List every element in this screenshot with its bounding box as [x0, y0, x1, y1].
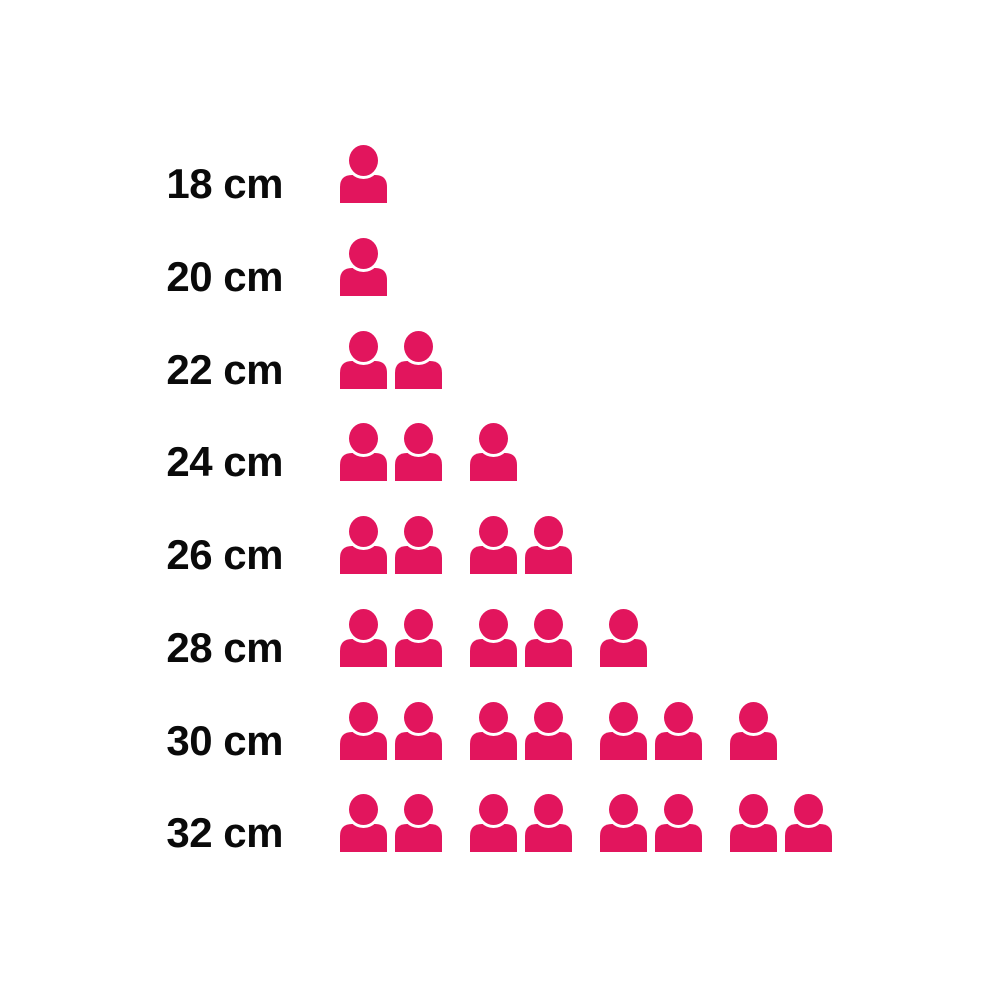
person-icon [600, 701, 647, 760]
person-icon [525, 794, 572, 853]
icon-group [730, 701, 777, 760]
pictogram-row: 18 cm [0, 145, 1000, 238]
person-icon [340, 794, 387, 853]
pictogram-row: 20 cm [0, 237, 1000, 331]
row-label: 30 cm [166, 716, 283, 764]
icon-group [340, 516, 442, 574]
row-label-box: 26 cm [0, 526, 283, 584]
person-icon [395, 701, 442, 760]
row-label: 22 cm [166, 345, 283, 393]
icon-strip [340, 608, 647, 667]
icon-group [470, 516, 572, 574]
person-icon [340, 701, 387, 760]
person-icon [600, 608, 647, 667]
person-icon [395, 516, 442, 574]
row-label: 32 cm [166, 809, 283, 857]
person-icon [470, 701, 517, 760]
person-icon [340, 423, 387, 482]
person-icon [340, 237, 387, 296]
icon-group [340, 237, 387, 296]
person-icon [470, 608, 517, 667]
row-label: 28 cm [166, 623, 283, 671]
person-icon [395, 794, 442, 853]
icon-group [600, 608, 647, 667]
person-icon [655, 794, 702, 853]
person-icon [525, 608, 572, 667]
pictogram-row: 28 cm [0, 608, 1000, 702]
person-icon [395, 608, 442, 667]
row-label: 18 cm [166, 160, 283, 207]
row-label: 20 cm [166, 252, 283, 300]
pictogram-row: 32 cm [0, 794, 1000, 887]
person-icon [470, 423, 517, 482]
row-label-box: 20 cm [0, 248, 283, 306]
icon-group [470, 701, 572, 760]
icon-group [340, 608, 442, 667]
icon-strip [340, 423, 517, 482]
icon-group [340, 330, 442, 389]
icon-group [340, 423, 442, 482]
row-label-box: 24 cm [0, 433, 283, 491]
icon-group [340, 701, 442, 760]
row-label: 26 cm [166, 531, 283, 578]
icon-group [600, 701, 702, 760]
person-icon [730, 701, 777, 760]
icon-strip [340, 330, 442, 389]
person-icon [525, 701, 572, 760]
icon-group [470, 423, 517, 482]
icon-group [340, 794, 442, 853]
icon-strip [340, 237, 387, 296]
chart-rows: 18 cm 20 cm 22 cm 24 cm 26 cm 28 cm 30 cm 32 cm [0, 145, 1000, 887]
person-icon [600, 794, 647, 853]
icon-strip [340, 794, 832, 853]
person-icon [730, 794, 777, 853]
pictogram-row: 24 cm [0, 423, 1000, 516]
person-icon [470, 794, 517, 853]
person-icon [395, 423, 442, 482]
icon-group [600, 794, 702, 853]
icon-strip [340, 701, 777, 760]
icon-strip [340, 516, 572, 574]
row-label-box: 30 cm [0, 712, 283, 770]
icon-group [340, 145, 387, 203]
person-icon [785, 794, 832, 853]
person-icon [470, 516, 517, 574]
person-icon [655, 701, 702, 760]
person-icon [340, 516, 387, 574]
icon-group [470, 794, 572, 853]
row-label: 24 cm [166, 438, 283, 486]
person-icon [525, 516, 572, 574]
person-icon [340, 330, 387, 389]
pictogram-row: 22 cm [0, 330, 1000, 424]
person-icon [340, 608, 387, 667]
pictogram-row: 30 cm [0, 701, 1000, 795]
row-label-box: 18 cm [0, 155, 283, 213]
row-label-box: 32 cm [0, 804, 283, 862]
person-icon [395, 330, 442, 389]
row-label-box: 28 cm [0, 619, 283, 677]
pictogram-row: 26 cm [0, 516, 1000, 609]
icon-strip [340, 145, 387, 203]
person-icon [340, 145, 387, 203]
icon-group [470, 608, 572, 667]
icon-group [730, 794, 832, 853]
row-label-box: 22 cm [0, 341, 283, 399]
